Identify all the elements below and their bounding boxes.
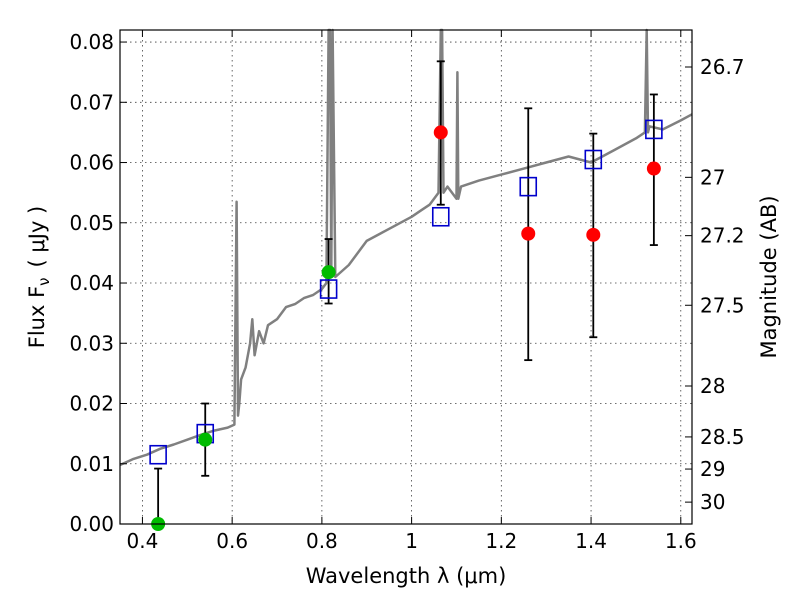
y-tick-label: 0.06 [69,151,114,175]
y-tick-label: 0.01 [69,452,114,476]
x-tick-label: 1 [405,529,418,553]
synthetic-photometry-square [149,444,167,465]
observed-flux-point [521,226,536,241]
mag-tick-label: 28 [700,374,725,398]
y-axis-title-unit: ( μJy ) [25,206,49,268]
y-tick-label: 0.00 [69,512,114,536]
y-tick-label: 0.08 [69,30,114,54]
observed-flux-point [321,265,336,280]
x-tick-label: 0.4 [127,529,159,553]
y-tick-label: 0.03 [69,331,114,355]
mag-tick-label: 26.7 [700,55,745,79]
x-tick-label: 1.4 [575,529,607,553]
mag-tick-label: 30 [700,490,725,514]
synthetic-photometry-square [584,149,603,170]
plot-frame [119,29,693,525]
observed-flux-point [646,161,661,176]
y-tick-label: 0.04 [69,271,114,295]
synthetic-photometry-square [431,206,450,227]
y-tick-label: 0.02 [69,392,114,416]
plot-background [120,30,692,524]
y-axis-title-main: Flux F [25,286,49,348]
observed-flux-point [433,125,448,140]
y-tick-label: 0.05 [69,211,114,235]
mag-tick-label: 27.2 [700,224,745,248]
synthetic-photometry-square [319,279,338,299]
x-axis-title: Wavelength λ (μm) [306,564,507,588]
y-axis-title: Flux Fν ( μJy ) [25,206,53,349]
observed-flux-point [198,432,213,447]
x-tick-label: 0.8 [306,529,338,553]
mag-tick-label: 28.5 [700,425,745,449]
y-tick-label: 0.07 [69,90,114,114]
mag-tick-label: 27.5 [700,293,745,317]
x-tick-label: 1.6 [665,529,697,553]
axis-ticks: 0.4 0.6 0.8 1 1.2 1.4 1.6 0.00 0.01 0.02 0.03 0.04 0… [69,30,745,553]
synthetic-photometry-square [519,176,538,197]
x-tick-label: 0.6 [216,529,248,553]
synthetic-photometry-square [645,119,663,140]
mag-tick-label: 29 [700,457,725,481]
observed-flux-point [586,227,601,242]
x-tick-label: 1.2 [485,529,517,553]
y-axis-title-subscript: ν [35,277,53,285]
right-axis-title: Magnitude (AB) [757,195,781,358]
mag-tick-label: 27 [700,165,725,189]
observed-flux-points [151,125,661,531]
